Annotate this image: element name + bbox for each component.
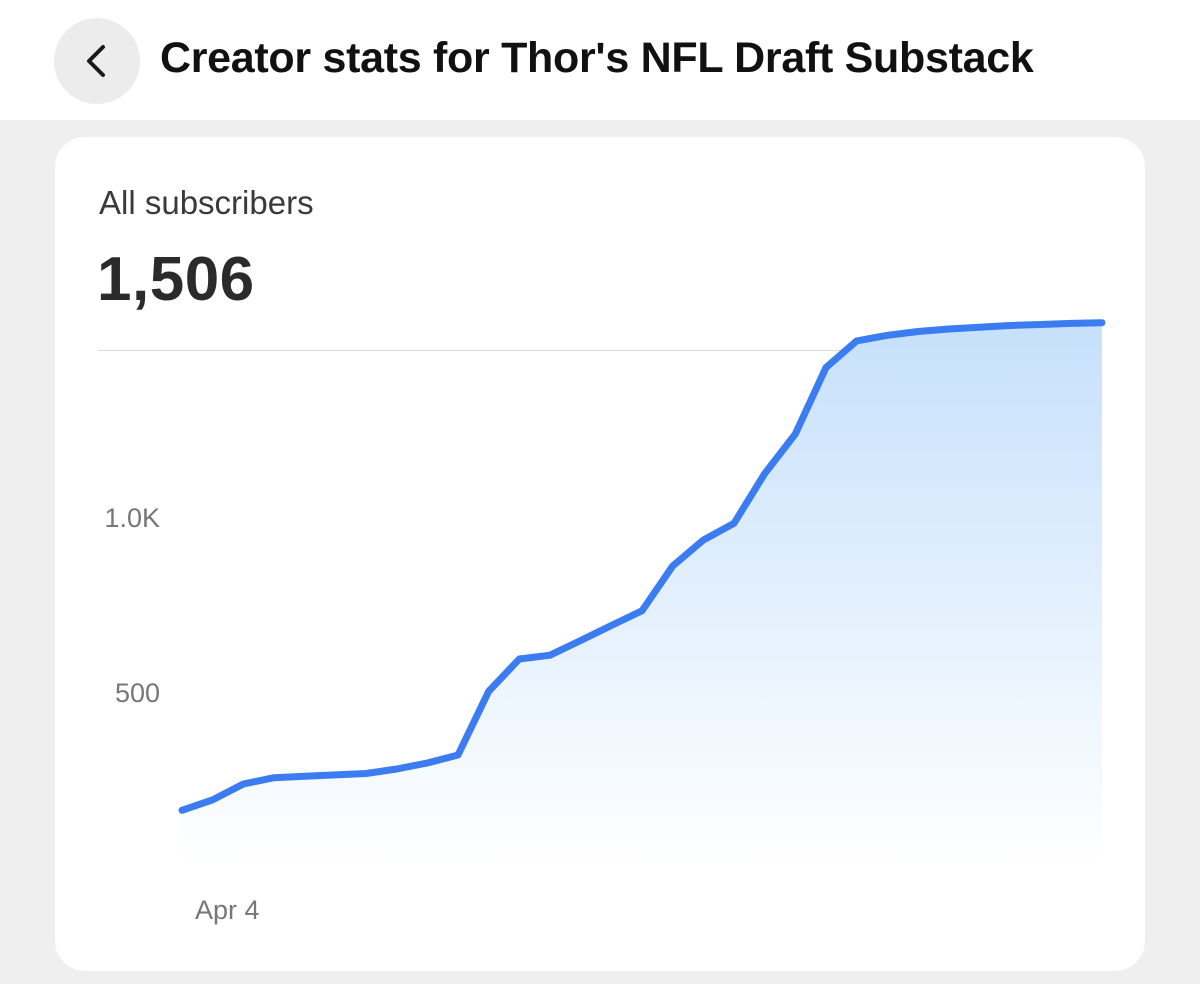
x-tick-label: Apr 4 <box>195 895 260 925</box>
page-title: Creator stats for Thor's NFL Draft Subst… <box>160 34 1034 82</box>
subscribers-chart: 500 1.0K Apr 4 <box>104 319 1106 925</box>
header: Creator stats for Thor's NFL Draft Subst… <box>0 0 1200 120</box>
chart-area <box>182 322 1102 868</box>
back-button[interactable] <box>54 18 140 104</box>
subscriber-count: 1,506 <box>97 245 255 314</box>
y-tick-label: 500 <box>115 678 160 708</box>
divider <box>98 350 1102 351</box>
chevron-left-icon <box>87 45 105 77</box>
y-tick-label: 1.0K <box>104 503 160 533</box>
subscribers-card: All subscribers 1,506 500 1.0K Apr 4 <box>55 137 1145 971</box>
chart-line <box>178 319 1106 814</box>
card-label: All subscribers <box>99 184 314 221</box>
